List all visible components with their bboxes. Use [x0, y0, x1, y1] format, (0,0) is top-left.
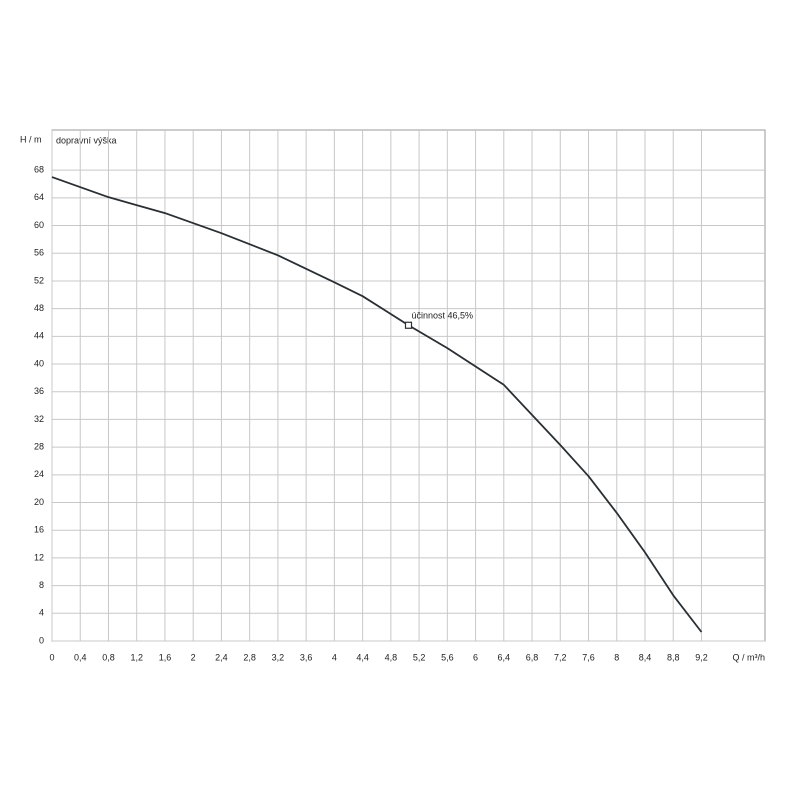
x-tick-label: 5,6 [441, 652, 454, 662]
x-tick-label: 0,8 [102, 652, 115, 662]
operating-point-label: účinnost 46,5% [412, 311, 474, 321]
x-axis-label: Q / m³/h [732, 652, 765, 662]
x-tick-label: 4,4 [356, 652, 369, 662]
x-tick-label: 0,4 [74, 652, 87, 662]
y-tick-label: 16 [34, 525, 44, 535]
y-tick-label: 56 [34, 248, 44, 258]
x-tick-label: 6 [473, 652, 478, 662]
x-tick-label: 8,8 [667, 652, 680, 662]
x-tick-label: 1,2 [130, 652, 143, 662]
plot-frame [51, 129, 766, 642]
legend-label: dopravní výška [56, 135, 117, 145]
x-tick-label: 4 [332, 652, 337, 662]
y-tick-label: 44 [34, 331, 44, 341]
x-tick-label: 8 [614, 652, 619, 662]
x-tick-label: 6,4 [498, 652, 511, 662]
y-tick-label: 32 [34, 414, 44, 424]
y-tick-label: 52 [34, 275, 44, 285]
y-tick-label: 4 [39, 608, 44, 618]
x-tick-label: 3,2 [272, 652, 285, 662]
x-tick-label: 5,2 [413, 652, 426, 662]
y-tick-label: 12 [34, 552, 44, 562]
curve [51, 176, 703, 633]
x-tick-label: 6,8 [526, 652, 539, 662]
x-tick-label: 2,4 [215, 652, 228, 662]
x-tick-label: 7,6 [582, 652, 595, 662]
x-tick-label: 1,6 [159, 652, 172, 662]
x-tick-label: 4,8 [385, 652, 398, 662]
y-tick-label: 8 [39, 580, 44, 590]
y-tick-label: 36 [34, 386, 44, 396]
x-tick-label: 8,4 [639, 652, 652, 662]
y-tick-label: 24 [34, 469, 44, 479]
x-tick-label: 2 [191, 652, 196, 662]
x-tick-label: 0 [49, 652, 54, 662]
y-tick-label: 40 [34, 358, 44, 368]
y-tick-label: 68 [34, 165, 44, 175]
x-tick-label: 9,2 [695, 652, 708, 662]
y-tick-label: 0 [39, 635, 44, 645]
y-tick-label: 60 [34, 220, 44, 230]
operating-point [404, 321, 413, 329]
y-tick-label: 20 [34, 497, 44, 507]
x-tick-label: 3,6 [300, 652, 313, 662]
x-tick-label: 7,2 [554, 652, 567, 662]
y-tick-label: 64 [34, 192, 44, 202]
y-tick-label: 28 [34, 441, 44, 451]
y-axis-label: H / m [20, 134, 42, 144]
x-tick-label: 2,8 [243, 652, 256, 662]
y-tick-label: 48 [34, 303, 44, 313]
